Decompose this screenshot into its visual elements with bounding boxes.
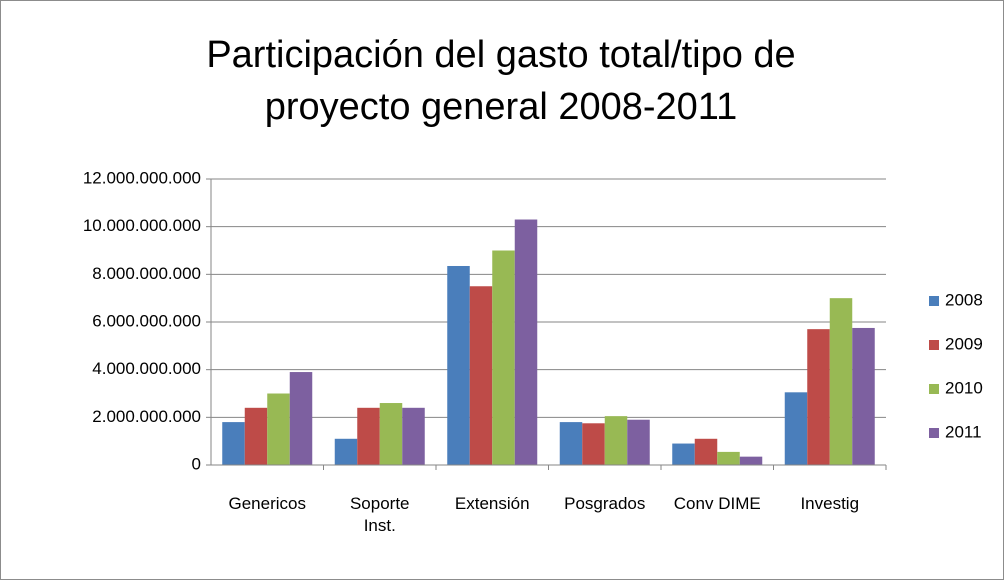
legend-swatch bbox=[929, 384, 939, 394]
bar bbox=[784, 392, 808, 465]
bar bbox=[267, 393, 290, 465]
y-tick-label: 0 bbox=[192, 454, 201, 473]
bar bbox=[244, 407, 268, 465]
bar bbox=[402, 407, 425, 465]
y-tick-label: 8.000.000.000 bbox=[92, 264, 201, 283]
y-tick-label: 4.000.000.000 bbox=[92, 359, 201, 378]
bar bbox=[694, 438, 718, 465]
bar bbox=[514, 219, 538, 465]
bar bbox=[289, 372, 313, 465]
legend-swatch bbox=[929, 296, 939, 306]
y-tick-label: 12.000.000.000 bbox=[83, 168, 201, 187]
bar bbox=[672, 443, 695, 465]
legend-swatch bbox=[929, 428, 939, 438]
bar bbox=[829, 298, 853, 465]
y-tick-label: 10.000.000.000 bbox=[83, 216, 201, 235]
legend-label: 2009 bbox=[945, 334, 983, 353]
chart-title: Participación del gasto total/tipo de pr… bbox=[206, 34, 796, 128]
bar bbox=[379, 403, 403, 465]
bar bbox=[717, 451, 740, 465]
bar bbox=[582, 423, 605, 465]
y-tick-label: 6.000.000.000 bbox=[92, 311, 201, 330]
bar bbox=[852, 327, 875, 465]
x-tick-label: Genericos bbox=[228, 494, 306, 513]
x-tick-label: Posgrados bbox=[564, 494, 646, 513]
legend-label: 2010 bbox=[945, 378, 983, 397]
bar bbox=[334, 438, 358, 465]
bar bbox=[627, 419, 650, 465]
x-tick-label: Conv DIME bbox=[673, 494, 761, 513]
bar bbox=[469, 286, 493, 465]
legend-label: 2008 bbox=[945, 290, 983, 309]
y-tick-label: 2.000.000.000 bbox=[92, 407, 201, 426]
legend-label: 2011 bbox=[945, 422, 982, 441]
bar bbox=[447, 265, 470, 465]
bar bbox=[492, 250, 515, 465]
bar bbox=[807, 329, 830, 465]
x-tick-label: Soporte Inst. bbox=[349, 494, 410, 535]
x-tick-label: Investig bbox=[800, 494, 860, 513]
legend-swatch bbox=[929, 340, 939, 350]
x-tick-label: Extensión bbox=[454, 494, 530, 513]
bar bbox=[739, 456, 763, 465]
bar bbox=[222, 422, 245, 465]
bar bbox=[604, 416, 628, 465]
bar bbox=[559, 422, 583, 465]
bar bbox=[357, 407, 380, 465]
